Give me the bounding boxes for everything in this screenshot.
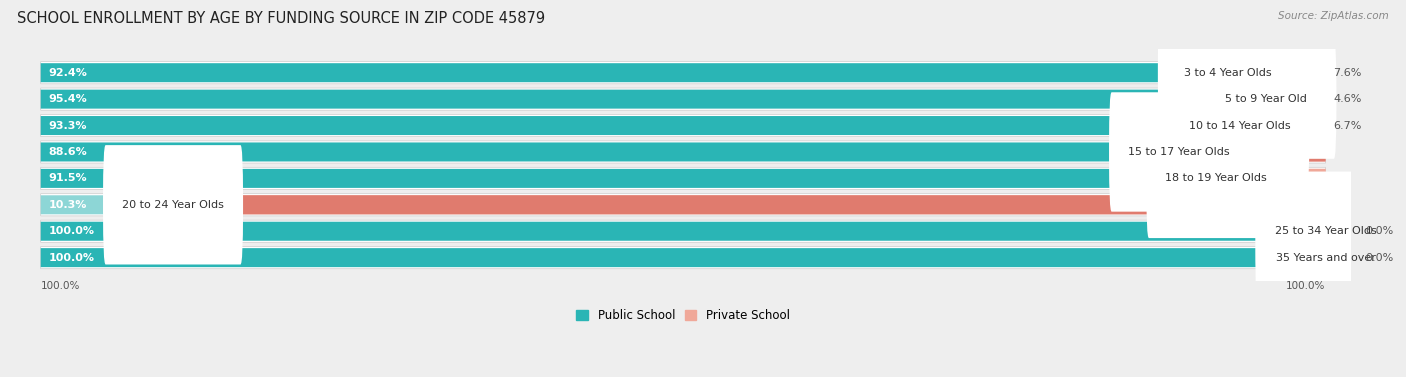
Text: Source: ZipAtlas.com: Source: ZipAtlas.com xyxy=(1278,11,1389,21)
FancyBboxPatch shape xyxy=(41,167,1326,190)
FancyBboxPatch shape xyxy=(1227,63,1326,82)
FancyBboxPatch shape xyxy=(1256,172,1396,291)
FancyBboxPatch shape xyxy=(41,141,1326,163)
Text: 100.0%: 100.0% xyxy=(41,281,80,291)
Text: 6.7%: 6.7% xyxy=(1333,121,1361,130)
Text: 91.5%: 91.5% xyxy=(48,173,87,183)
FancyBboxPatch shape xyxy=(173,195,1326,214)
Text: 100.0%: 100.0% xyxy=(48,253,94,263)
FancyBboxPatch shape xyxy=(41,195,173,214)
FancyBboxPatch shape xyxy=(1267,90,1326,109)
FancyBboxPatch shape xyxy=(41,143,1180,161)
Text: 8.5%: 8.5% xyxy=(1286,173,1317,183)
Text: 100.0%: 100.0% xyxy=(48,226,94,236)
FancyBboxPatch shape xyxy=(1109,92,1249,211)
FancyBboxPatch shape xyxy=(41,116,1240,135)
Text: 20 to 24 Year Olds: 20 to 24 Year Olds xyxy=(122,200,224,210)
Text: 15 to 17 Year Olds: 15 to 17 Year Olds xyxy=(1128,147,1230,157)
Text: 5 to 9 Year Old: 5 to 9 Year Old xyxy=(1226,94,1308,104)
FancyBboxPatch shape xyxy=(41,194,1326,216)
FancyBboxPatch shape xyxy=(41,90,1267,109)
FancyBboxPatch shape xyxy=(1146,119,1286,238)
Text: 95.4%: 95.4% xyxy=(48,94,87,104)
Text: 3 to 4 Year Olds: 3 to 4 Year Olds xyxy=(1184,68,1271,78)
Text: 18 to 19 Year Olds: 18 to 19 Year Olds xyxy=(1166,173,1267,183)
Text: 89.7%: 89.7% xyxy=(1279,200,1317,210)
FancyBboxPatch shape xyxy=(1180,143,1326,161)
FancyBboxPatch shape xyxy=(41,88,1326,110)
Text: 10.3%: 10.3% xyxy=(48,200,87,210)
Text: 0.0%: 0.0% xyxy=(1365,253,1393,263)
FancyBboxPatch shape xyxy=(1170,66,1309,185)
Text: SCHOOL ENROLLMENT BY AGE BY FUNDING SOURCE IN ZIP CODE 45879: SCHOOL ENROLLMENT BY AGE BY FUNDING SOUR… xyxy=(17,11,546,26)
FancyBboxPatch shape xyxy=(41,115,1326,136)
Text: 10 to 14 Year Olds: 10 to 14 Year Olds xyxy=(1188,121,1291,130)
FancyBboxPatch shape xyxy=(1240,116,1326,135)
FancyBboxPatch shape xyxy=(103,145,243,265)
FancyBboxPatch shape xyxy=(41,222,1326,241)
Text: 11.4%: 11.4% xyxy=(1279,147,1317,157)
FancyBboxPatch shape xyxy=(1197,40,1337,159)
FancyBboxPatch shape xyxy=(1216,169,1326,188)
Text: 0.0%: 0.0% xyxy=(1365,226,1393,236)
FancyBboxPatch shape xyxy=(173,195,1326,214)
Text: 100.0%: 100.0% xyxy=(1286,281,1326,291)
FancyBboxPatch shape xyxy=(41,61,1326,84)
FancyBboxPatch shape xyxy=(41,169,1216,188)
FancyBboxPatch shape xyxy=(1267,90,1326,109)
Text: 35 Years and over: 35 Years and over xyxy=(1275,253,1375,263)
FancyBboxPatch shape xyxy=(1227,63,1326,82)
FancyBboxPatch shape xyxy=(1256,198,1396,317)
FancyBboxPatch shape xyxy=(1216,169,1326,188)
Text: 25 to 34 Year Olds: 25 to 34 Year Olds xyxy=(1275,226,1376,236)
FancyBboxPatch shape xyxy=(1159,13,1298,132)
FancyBboxPatch shape xyxy=(41,248,1326,267)
Text: 4.6%: 4.6% xyxy=(1333,94,1361,104)
FancyBboxPatch shape xyxy=(41,63,1227,82)
FancyBboxPatch shape xyxy=(41,220,1326,242)
FancyBboxPatch shape xyxy=(41,247,1326,269)
FancyBboxPatch shape xyxy=(1240,116,1326,135)
FancyBboxPatch shape xyxy=(1326,248,1358,267)
Text: 92.4%: 92.4% xyxy=(48,68,87,78)
Text: 7.6%: 7.6% xyxy=(1333,68,1361,78)
Text: 93.3%: 93.3% xyxy=(48,121,87,130)
Text: 88.6%: 88.6% xyxy=(48,147,87,157)
Legend: Public School, Private School: Public School, Private School xyxy=(572,304,794,326)
FancyBboxPatch shape xyxy=(1180,143,1326,161)
FancyBboxPatch shape xyxy=(1326,222,1358,241)
